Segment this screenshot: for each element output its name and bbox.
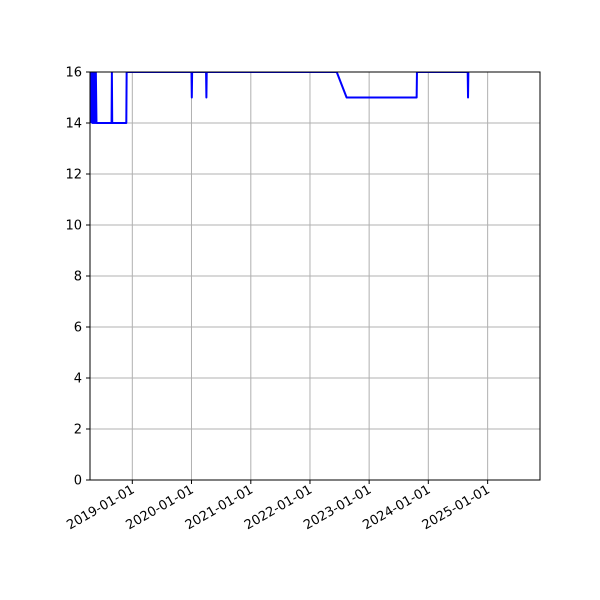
- y-tick-label: 6: [74, 321, 82, 336]
- y-tick-label: 8: [74, 270, 82, 285]
- y-tick-label: 14: [65, 117, 82, 132]
- y-tick-label: 10: [65, 219, 82, 234]
- y-tick-label: 4: [74, 372, 82, 387]
- y-tick-label: 2: [74, 423, 82, 438]
- y-tick-label: 0: [74, 474, 82, 489]
- y-tick-label: 16: [65, 66, 82, 81]
- series-layer: [90, 72, 470, 124]
- y-tick-label: 12: [65, 168, 82, 183]
- series-line: [90, 72, 470, 124]
